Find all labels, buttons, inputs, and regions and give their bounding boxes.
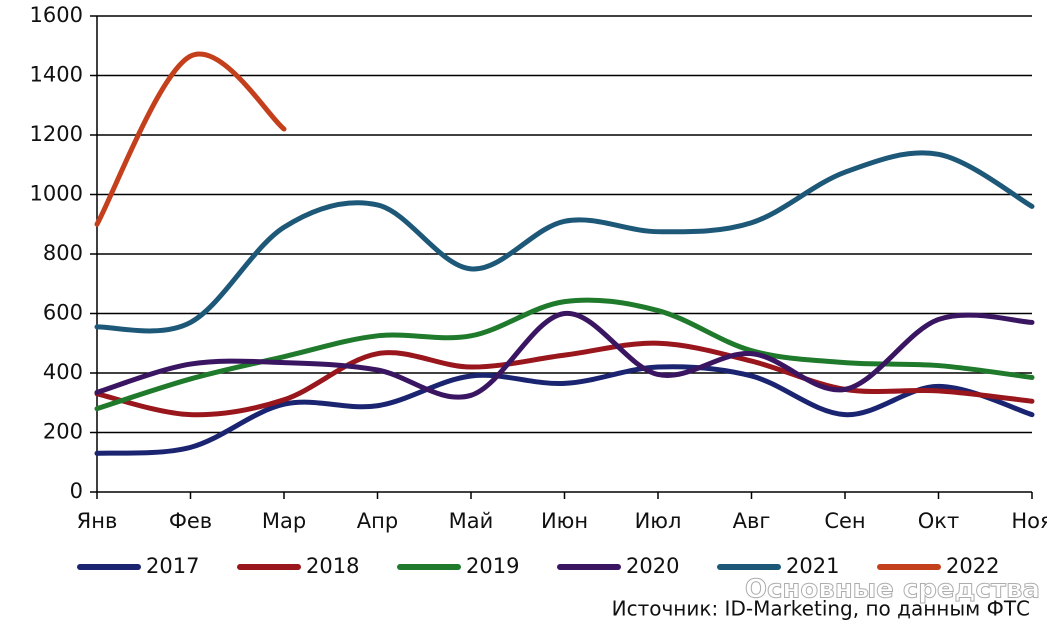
x-tick-label: Окт bbox=[918, 509, 959, 533]
y-tick-label: 1200 bbox=[30, 122, 83, 146]
series-line bbox=[94, 340, 1035, 418]
series-line bbox=[94, 364, 1035, 456]
legend-label: 2017 bbox=[146, 554, 199, 578]
y-tick-label: 1400 bbox=[30, 63, 83, 87]
series-line bbox=[94, 150, 1035, 334]
x-tick-label: Май bbox=[449, 509, 494, 533]
y-tick-label: 400 bbox=[43, 360, 83, 384]
y-tick-label: 200 bbox=[43, 420, 83, 444]
series-line bbox=[94, 310, 1035, 400]
legend-label: 2022 bbox=[946, 554, 999, 578]
x-tick-label: Ноя bbox=[1011, 509, 1047, 533]
y-tick-label: 1000 bbox=[30, 182, 83, 206]
source: Источник: ID-Marketing, по данным ФТС bbox=[612, 597, 1030, 621]
x-tick-label: Сен bbox=[824, 509, 865, 533]
x-tick-label: Апр bbox=[357, 509, 398, 533]
y-tick-label: 1600 bbox=[30, 3, 83, 27]
legend-label: 2020 bbox=[626, 554, 679, 578]
watermark: Основные средства bbox=[745, 575, 1040, 605]
x-tick-label: Фев bbox=[169, 509, 212, 533]
legend-label: 2019 bbox=[466, 554, 519, 578]
x-tick-label: Авг bbox=[733, 509, 771, 533]
y-tick-label: 600 bbox=[43, 301, 83, 325]
x-tick-label: Июн bbox=[541, 509, 588, 533]
series-line bbox=[94, 51, 287, 227]
x-tick-label: Июл bbox=[635, 509, 682, 533]
legend-label: 2018 bbox=[306, 554, 359, 578]
legend-label: 2021 bbox=[786, 554, 839, 578]
y-tick-label: 0 bbox=[70, 479, 83, 503]
y-tick-label: 800 bbox=[43, 241, 83, 265]
x-tick-label: Мар bbox=[262, 509, 306, 533]
x-tick-label: Янв bbox=[77, 509, 118, 533]
